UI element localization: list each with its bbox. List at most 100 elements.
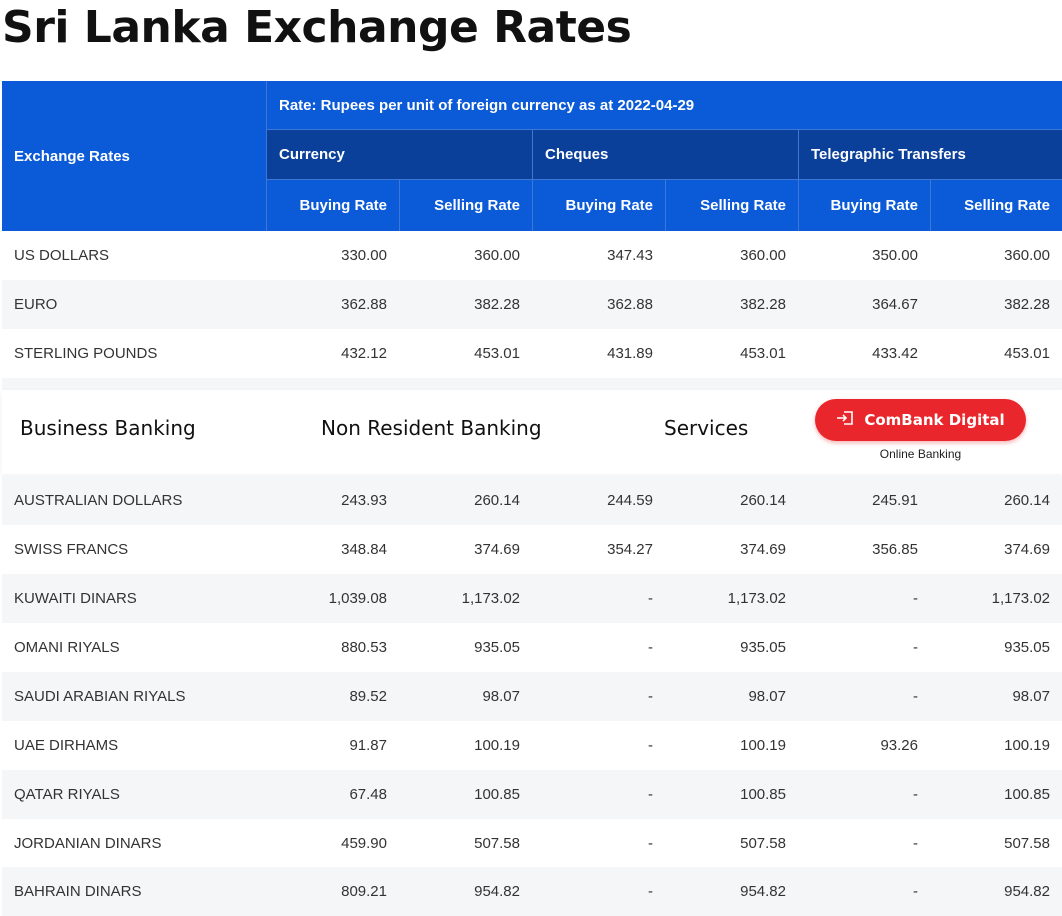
tt-selling: 1,173.02 — [991, 590, 1050, 607]
currency-buying: 809.21 — [341, 883, 387, 900]
cheques-selling: 360.00 — [740, 247, 786, 264]
cheques-buying: - — [648, 835, 653, 852]
page-title: Sri Lanka Exchange Rates — [2, 2, 632, 53]
currency-buying: 67.48 — [349, 786, 387, 803]
cheques-selling: 453.01 — [740, 345, 786, 362]
currency-buying: 459.90 — [341, 835, 387, 852]
cheques-selling: 98.07 — [748, 688, 786, 705]
nav-non-resident-banking[interactable]: Non Resident Banking — [321, 416, 542, 440]
currency-buying: 362.88 — [341, 296, 387, 313]
currency-name: AUSTRALIAN DOLLARS — [14, 492, 183, 509]
table-row: SWISS FRANCS 348.84 374.69 354.27 374.69… — [2, 525, 1062, 574]
header-cheques-buying: Buying Rate — [532, 180, 665, 231]
tt-selling: 100.19 — [1004, 737, 1050, 754]
header-rate-note: Rate: Rupees per unit of foreign currenc… — [266, 81, 1062, 130]
tt-buying: 356.85 — [872, 541, 918, 558]
tt-selling: 507.58 — [1004, 835, 1050, 852]
cheques-selling: 260.14 — [740, 492, 786, 509]
online-banking-caption: Online Banking — [879, 447, 962, 461]
currency-selling: 935.05 — [474, 639, 520, 656]
header-currency-buying: Buying Rate — [266, 180, 399, 231]
currency-buying: 880.53 — [341, 639, 387, 656]
cheques-selling: 507.58 — [740, 835, 786, 852]
currency-name: EURO — [14, 296, 58, 313]
tt-buying: - — [913, 883, 918, 900]
row-divider — [2, 378, 1062, 390]
currency-name: STERLING POUNDS — [14, 345, 158, 362]
cheques-buying: - — [648, 590, 653, 607]
tt-buying: 350.00 — [872, 247, 918, 264]
tt-selling: 935.05 — [1004, 639, 1050, 656]
currency-selling: 954.82 — [474, 883, 520, 900]
currency-buying: 348.84 — [341, 541, 387, 558]
header-group-telegraphic-transfers: Telegraphic Transfers — [798, 130, 1062, 180]
currency-selling: 1,173.02 — [461, 590, 520, 607]
cheques-selling: 1,173.02 — [727, 590, 786, 607]
tt-buying: 433.42 — [872, 345, 918, 362]
cheques-buying: - — [648, 688, 653, 705]
tt-selling: 98.07 — [1012, 688, 1050, 705]
table-row: STERLING POUNDS 432.12 453.01 431.89 453… — [2, 329, 1062, 378]
table-row: KUWAITI DINARS 1,039.08 1,173.02 - 1,173… — [2, 574, 1062, 623]
table-row: AUSTRALIAN DOLLARS 243.93 260.14 244.59 … — [2, 476, 1062, 525]
header-exchange-rates: Exchange Rates — [2, 81, 266, 231]
table-row: OMANI RIYALS 880.53 935.05 - 935.05 - 93… — [2, 623, 1062, 672]
combank-digital-button[interactable]: ComBank Digital — [815, 399, 1026, 441]
currency-selling: 100.85 — [474, 786, 520, 803]
header-group-cheques: Cheques — [532, 130, 798, 180]
header-currency-selling: Selling Rate — [399, 180, 532, 231]
nav-services[interactable]: Services — [664, 416, 749, 440]
cheques-selling: 935.05 — [740, 639, 786, 656]
currency-name: UAE DIRHAMS — [14, 737, 119, 754]
nav-business-banking[interactable]: Business Banking — [20, 416, 196, 440]
currency-name: SWISS FRANCS — [14, 541, 129, 558]
tt-selling: 100.85 — [1004, 786, 1050, 803]
tt-buying: - — [913, 639, 918, 656]
cheques-buying: 362.88 — [607, 296, 653, 313]
currency-name: JORDANIAN DINARS — [14, 835, 162, 852]
cheques-buying: - — [648, 639, 653, 656]
combank-digital-label: ComBank Digital — [864, 411, 1005, 429]
currency-selling: 507.58 — [474, 835, 520, 852]
header-tt-buying: Buying Rate — [798, 180, 930, 231]
header-tt-selling: Selling Rate — [930, 180, 1062, 231]
currency-name: SAUDI ARABIAN RIYALS — [14, 688, 186, 705]
tt-selling: 382.28 — [1004, 296, 1050, 313]
tt-selling: 360.00 — [1004, 247, 1050, 264]
table-row: SAUDI ARABIAN RIYALS 89.52 98.07 - 98.07… — [2, 672, 1062, 721]
tt-buying: - — [913, 590, 918, 607]
table-row: JORDANIAN DINARS 459.90 507.58 - 507.58 … — [2, 819, 1062, 868]
currency-buying: 432.12 — [341, 345, 387, 362]
table-row: BAHRAIN DINARS 809.21 954.82 - 954.82 - … — [2, 867, 1062, 916]
cheques-selling: 100.85 — [740, 786, 786, 803]
currency-name: BAHRAIN DINARS — [14, 883, 142, 900]
cheques-buying: 354.27 — [607, 541, 653, 558]
table-header: Exchange Rates Rate: Rupees per unit of … — [2, 81, 1062, 231]
header-cheques-selling: Selling Rate — [665, 180, 798, 231]
login-icon — [836, 410, 854, 430]
cheques-buying: - — [648, 883, 653, 900]
tt-buying: - — [913, 786, 918, 803]
currency-buying: 243.93 — [341, 492, 387, 509]
cheques-buying: 244.59 — [607, 492, 653, 509]
currency-buying: 89.52 — [349, 688, 387, 705]
currency-selling: 374.69 — [474, 541, 520, 558]
cheques-buying: - — [648, 737, 653, 754]
tt-buying: - — [913, 688, 918, 705]
tt-buying: 245.91 — [872, 492, 918, 509]
currency-selling: 100.19 — [474, 737, 520, 754]
table-row: QATAR RIYALS 67.48 100.85 - 100.85 - 100… — [2, 770, 1062, 819]
currency-buying: 330.00 — [341, 247, 387, 264]
currency-name: QATAR RIYALS — [14, 786, 120, 803]
cheques-selling: 954.82 — [740, 883, 786, 900]
cheques-selling: 100.19 — [740, 737, 786, 754]
table-row: US DOLLARS 330.00 360.00 347.43 360.00 3… — [2, 231, 1062, 280]
cheques-buying: 347.43 — [607, 247, 653, 264]
tt-buying: - — [913, 835, 918, 852]
site-navbar: Business Banking Non Resident Banking Se… — [2, 390, 1062, 474]
tt-buying: 93.26 — [880, 737, 918, 754]
table-row: EURO 362.88 382.28 362.88 382.28 364.67 … — [2, 280, 1062, 329]
currency-buying: 91.87 — [349, 737, 387, 754]
tt-selling: 374.69 — [1004, 541, 1050, 558]
cheques-selling: 382.28 — [740, 296, 786, 313]
